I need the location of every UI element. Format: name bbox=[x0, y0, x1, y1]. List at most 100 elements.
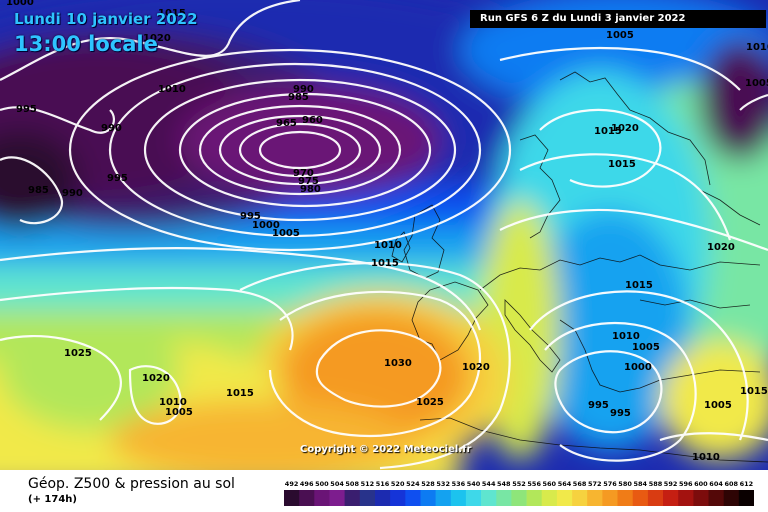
legend-value: 556 bbox=[527, 480, 541, 488]
isobar-label: 995 bbox=[588, 400, 609, 411]
isobar-label: 1015 bbox=[226, 388, 254, 399]
legend-value: 500 bbox=[315, 480, 329, 488]
isobar-label: 1005 bbox=[745, 78, 768, 89]
isobar-label: 1015 bbox=[740, 386, 768, 397]
legend-value: 508 bbox=[345, 480, 359, 488]
isobar-label: 1005 bbox=[606, 30, 634, 41]
isobar-label: 1015 bbox=[625, 280, 653, 291]
legend-value: 576 bbox=[603, 480, 617, 488]
isobar-label: 985 bbox=[28, 185, 49, 196]
legend-swatch bbox=[329, 490, 345, 506]
legend-swatch bbox=[647, 490, 664, 506]
isobar-label: 1000 bbox=[624, 362, 652, 373]
legend-value: 524 bbox=[406, 480, 420, 488]
legend-swatch bbox=[375, 490, 391, 506]
isobar-label: 1020 bbox=[142, 373, 170, 384]
isobar-label: 970 bbox=[293, 168, 314, 179]
legend-value: 492 bbox=[285, 480, 299, 488]
isobar-label: 975 bbox=[298, 176, 319, 187]
isobar-label: 1010 bbox=[158, 84, 186, 95]
coastlines bbox=[391, 71, 768, 463]
legend-swatch bbox=[496, 490, 512, 506]
isobar-label: 1015 bbox=[594, 126, 622, 137]
legend-value: 520 bbox=[391, 480, 405, 488]
legend-swatch bbox=[526, 490, 543, 506]
legend-value: 560 bbox=[543, 480, 557, 488]
map-subtitle: (+ 174h) bbox=[28, 494, 77, 505]
isobar-label: 995 bbox=[16, 104, 37, 115]
legend-value: 496 bbox=[300, 480, 314, 488]
isobar-label: 985 bbox=[288, 92, 309, 103]
isobar-label: 995 bbox=[610, 408, 631, 419]
legend-swatch bbox=[511, 490, 527, 506]
forecast-time: 13:00 locale bbox=[14, 32, 158, 56]
isobar-label: 995 bbox=[240, 211, 261, 222]
legend-swatch bbox=[359, 490, 376, 506]
legend-swatch bbox=[556, 490, 573, 506]
map-title: Géop. Z500 & pression au sol bbox=[28, 476, 235, 492]
isobar-label: 1000 bbox=[6, 0, 34, 8]
geopotential-field bbox=[0, 0, 768, 470]
isobar-label: 1015 bbox=[158, 8, 186, 19]
legend-swatch bbox=[405, 490, 421, 506]
isobar-label: 990 bbox=[293, 84, 314, 95]
isobar-label: 990 bbox=[62, 188, 83, 199]
isobar-label: 1015 bbox=[371, 258, 399, 269]
legend-swatch bbox=[708, 490, 724, 506]
legend-value: 552 bbox=[512, 480, 526, 488]
isobar-label: 1000 bbox=[252, 220, 280, 231]
legend-value: 584 bbox=[634, 480, 648, 488]
isobar-label: 1005 bbox=[632, 342, 660, 353]
isobar-label: 1010 bbox=[374, 240, 402, 251]
legend-value: 596 bbox=[679, 480, 693, 488]
legend-value: 604 bbox=[709, 480, 723, 488]
legend-swatch bbox=[678, 490, 694, 506]
isobar-label: 965 bbox=[276, 118, 297, 129]
isobar-label: 1020 bbox=[143, 33, 171, 44]
isobar-label: 1020 bbox=[462, 362, 490, 373]
isobar-label: 1010 bbox=[159, 397, 187, 408]
isobar-label: 1005 bbox=[704, 400, 732, 411]
legend-swatch bbox=[617, 490, 633, 506]
legend-swatch bbox=[314, 490, 330, 506]
legend-swatch bbox=[541, 490, 558, 506]
legend-swatch bbox=[465, 490, 482, 506]
legend-swatch bbox=[344, 490, 361, 506]
legend-swatch bbox=[572, 490, 588, 506]
legend-value: 544 bbox=[482, 480, 496, 488]
legend-value: 536 bbox=[452, 480, 466, 488]
legend-swatch bbox=[299, 490, 315, 506]
legend-swatch bbox=[450, 490, 467, 506]
legend-value: 528 bbox=[421, 480, 435, 488]
isobar-label: 1005 bbox=[165, 407, 193, 418]
isobar-label: 1015 bbox=[608, 159, 636, 170]
isobar-label: 995 bbox=[107, 173, 128, 184]
legend-value: 580 bbox=[618, 480, 632, 488]
legend-value: 600 bbox=[694, 480, 708, 488]
isobar-label: 1025 bbox=[416, 397, 444, 408]
legend-value: 592 bbox=[664, 480, 678, 488]
legend-value: 568 bbox=[573, 480, 587, 488]
legend-swatch bbox=[723, 490, 740, 506]
isobar-label: 1010 bbox=[692, 452, 720, 463]
legend-value: 516 bbox=[376, 480, 390, 488]
isobar-lines bbox=[0, 0, 768, 470]
isobar-label: 1025 bbox=[64, 348, 92, 359]
legend-swatch bbox=[663, 490, 679, 506]
forecast-date: Lundi 10 janvier 2022 bbox=[14, 10, 198, 28]
legend-swatch bbox=[587, 490, 603, 506]
run-info: Run GFS 6 Z du Lundi 3 janvier 2022 bbox=[470, 10, 766, 28]
legend-value: 612 bbox=[740, 480, 754, 488]
legend-value: 548 bbox=[497, 480, 511, 488]
legend-value: 532 bbox=[436, 480, 450, 488]
legend-value: 564 bbox=[558, 480, 572, 488]
legend-swatch bbox=[435, 490, 452, 506]
isobar-label: 1010 bbox=[612, 331, 640, 342]
legend-swatch bbox=[602, 490, 618, 506]
legend-value: 588 bbox=[649, 480, 663, 488]
legend-swatch bbox=[632, 490, 649, 506]
legend-value: 504 bbox=[330, 480, 344, 488]
isobar-label: 960 bbox=[302, 115, 323, 126]
legend-value: 540 bbox=[467, 480, 481, 488]
